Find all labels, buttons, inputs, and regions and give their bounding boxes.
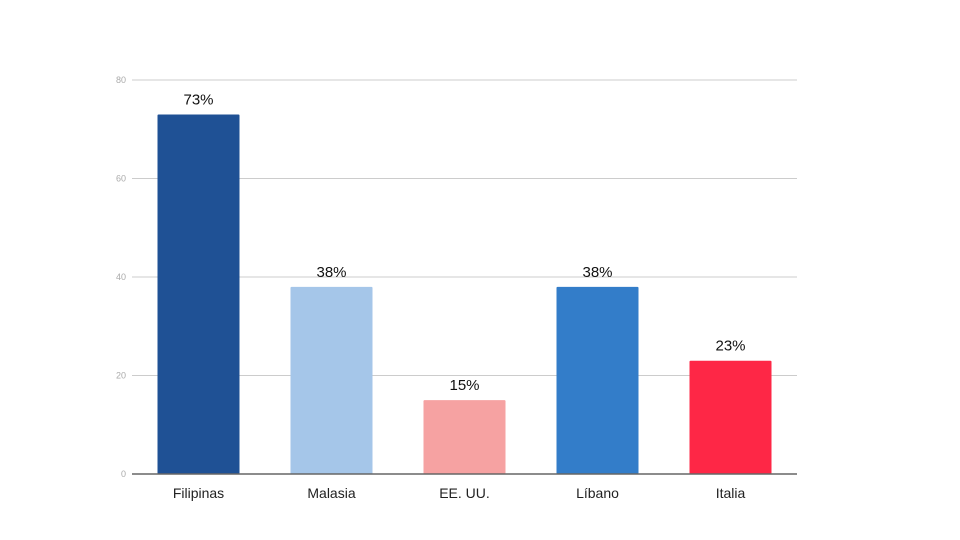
y-tick-label: 60 xyxy=(116,174,126,184)
bar-filipinas xyxy=(157,114,240,474)
y-tick-label: 80 xyxy=(116,75,126,85)
x-tick-label: Líbano xyxy=(576,485,619,501)
bar-italia xyxy=(689,360,772,474)
y-tick-label: 20 xyxy=(116,371,126,381)
y-tick-label: 0 xyxy=(121,469,126,479)
data-label: 23% xyxy=(715,338,745,355)
bars xyxy=(157,114,772,474)
bar-l-bano xyxy=(556,286,639,474)
data-label: 38% xyxy=(582,264,612,281)
bar-malasia xyxy=(290,286,373,474)
gridlines xyxy=(132,79,797,376)
data-label: 73% xyxy=(183,91,213,108)
x-tick-label: Italia xyxy=(716,485,746,501)
data-label: 38% xyxy=(316,264,346,281)
bar-ee-uu xyxy=(423,400,506,474)
data-labels: 73% 38% 15% 38% 23% xyxy=(183,91,745,394)
y-axis-ticks: 0 20 40 60 80 xyxy=(116,75,126,479)
x-axis-ticks: Filipinas Malasia EE. UU. Líbano Italia xyxy=(173,485,746,501)
data-label: 15% xyxy=(449,377,479,394)
y-tick-label: 40 xyxy=(116,272,126,282)
x-tick-label: Filipinas xyxy=(173,485,224,501)
x-tick-label: Malasia xyxy=(307,485,355,501)
x-tick-label: EE. UU. xyxy=(439,485,490,501)
